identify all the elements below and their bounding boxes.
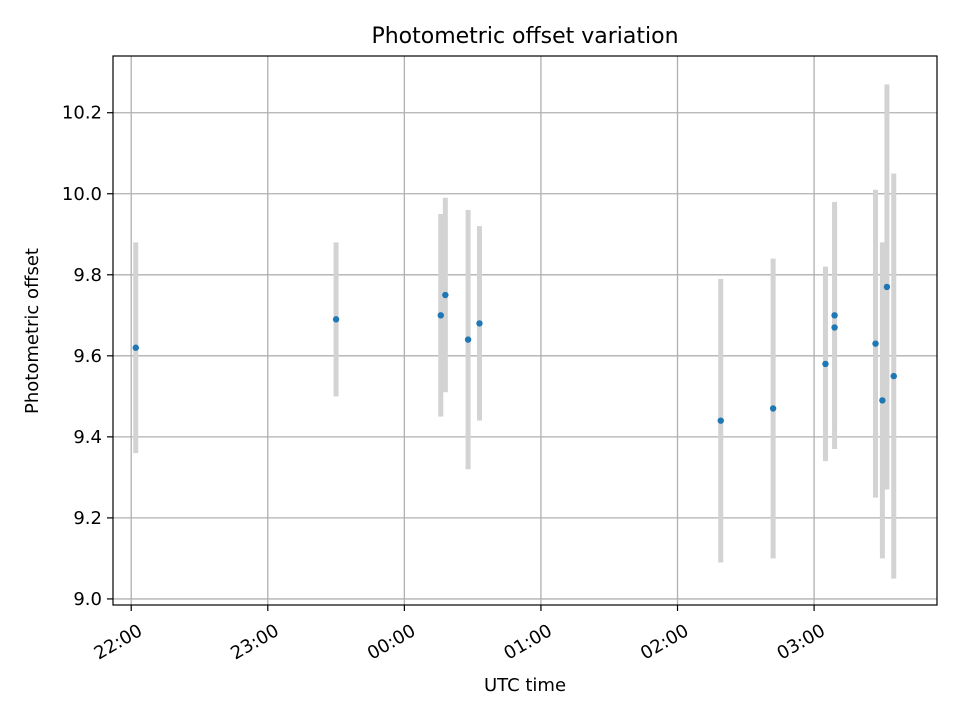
data-point xyxy=(442,291,449,299)
data-point xyxy=(132,344,139,351)
data-point xyxy=(872,340,879,347)
data-point xyxy=(822,360,829,368)
y-tick-label: 9.6 xyxy=(73,346,102,367)
grid xyxy=(113,56,937,605)
y-tick-label: 10.2 xyxy=(62,103,102,124)
data-point xyxy=(717,417,724,424)
x-axis-label: UTC time xyxy=(484,675,566,696)
data-point xyxy=(879,397,886,404)
data-point xyxy=(831,312,838,319)
y-tick-label: 9.0 xyxy=(73,589,102,610)
data-point xyxy=(769,405,777,412)
data-point xyxy=(476,320,483,327)
y-tick-label: 9.8 xyxy=(73,265,102,286)
data-point xyxy=(883,283,891,291)
data-point xyxy=(831,324,838,331)
chart-title: Photometric offset variation xyxy=(371,24,678,49)
y-axis-ticks: 9.0 9.2 9.4 9.6 9.8 10.0 10.2 xyxy=(62,103,113,610)
y-axis-label: Photometric offset xyxy=(22,248,43,414)
data-point xyxy=(890,372,897,380)
y-tick-label: 9.2 xyxy=(73,508,102,529)
data-points xyxy=(132,283,897,424)
y-tick-label: 10.0 xyxy=(62,184,102,205)
data-point xyxy=(437,312,444,319)
plot-frame xyxy=(112,55,938,606)
y-tick-label: 9.4 xyxy=(73,427,102,448)
data-point xyxy=(464,336,472,343)
data-point xyxy=(332,316,340,323)
